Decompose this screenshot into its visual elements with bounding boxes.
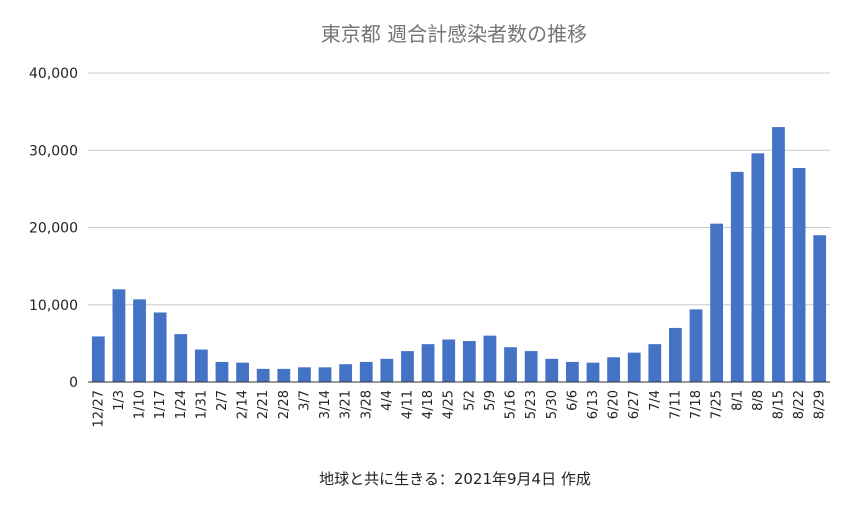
x-tick-label: 8/29 xyxy=(813,390,828,419)
bar xyxy=(751,153,765,382)
bar xyxy=(442,339,456,382)
bar xyxy=(483,335,497,382)
y-tick-label: 40,000 xyxy=(29,66,78,82)
bar xyxy=(462,341,476,382)
y-axis-ticks: 0 10,000 20,000 30,000 40,000 xyxy=(29,66,78,391)
bar xyxy=(607,357,620,382)
x-tick-label: 2/7 xyxy=(215,390,230,411)
bar xyxy=(627,352,641,382)
bar xyxy=(689,309,703,382)
bar xyxy=(91,336,105,382)
x-tick-label: 6/20 xyxy=(607,390,622,419)
bar xyxy=(772,127,785,382)
x-tick-label: 3/14 xyxy=(318,390,333,419)
bars xyxy=(91,127,827,382)
bar xyxy=(112,289,126,382)
bar xyxy=(586,362,600,382)
bar xyxy=(813,235,827,382)
bar xyxy=(215,361,229,382)
bar xyxy=(380,358,394,382)
x-tick-label: 1/24 xyxy=(174,390,189,419)
x-tick-label: 8/1 xyxy=(730,390,745,411)
bar xyxy=(545,358,559,382)
x-axis-ticks: 12/27 1/3 1/10 1/17 1/24 1/31 2/7 2/14 2/21 2/28 3… xyxy=(91,390,827,427)
x-tick-label: 3/21 xyxy=(339,390,354,419)
x-tick-label: 6/6 xyxy=(565,390,580,411)
x-tick-label: 6/13 xyxy=(586,390,601,419)
x-tick-label: 4/25 xyxy=(442,390,457,419)
bar xyxy=(401,351,414,382)
bar xyxy=(133,299,146,382)
bar xyxy=(524,351,538,382)
y-tick-label: 0 xyxy=(69,375,78,391)
y-tick-label: 20,000 xyxy=(29,221,78,237)
x-tick-label: 1/31 xyxy=(194,390,209,419)
bar xyxy=(194,349,208,382)
x-tick-label: 5/30 xyxy=(545,390,560,419)
y-tick-label: 10,000 xyxy=(29,298,78,314)
gridlines xyxy=(88,72,830,306)
x-tick-label: 12/27 xyxy=(91,390,106,427)
bar xyxy=(256,368,270,382)
x-tick-label: 2/28 xyxy=(277,390,292,419)
x-tick-label: 6/27 xyxy=(627,390,642,419)
bar xyxy=(298,367,311,382)
bar xyxy=(421,344,435,382)
x-tick-label: 7/18 xyxy=(689,390,704,419)
bar xyxy=(792,168,806,382)
x-tick-label: 8/8 xyxy=(751,390,766,411)
x-tick-label: 3/28 xyxy=(359,390,374,419)
x-tick-label: 7/4 xyxy=(648,390,663,411)
bar xyxy=(277,368,291,382)
x-tick-label: 2/21 xyxy=(256,390,271,419)
bar xyxy=(648,344,662,382)
bar xyxy=(359,361,373,382)
bar xyxy=(730,171,744,382)
bar xyxy=(504,347,517,382)
chart-title: 東京都 週合計感染者数の推移 xyxy=(321,22,587,46)
x-tick-label: 5/16 xyxy=(504,390,519,419)
x-tick-label: 2/14 xyxy=(236,390,251,419)
x-tick-label: 4/11 xyxy=(400,390,415,419)
x-tick-label: 7/11 xyxy=(668,390,683,419)
bar xyxy=(710,223,724,382)
bar xyxy=(669,327,682,382)
x-tick-label: 4/18 xyxy=(421,390,436,419)
bar xyxy=(339,364,353,382)
bar xyxy=(565,361,579,382)
x-tick-label: 8/22 xyxy=(792,390,807,419)
x-tick-label: 7/25 xyxy=(710,390,725,419)
bar xyxy=(174,334,188,382)
x-tick-label: 4/4 xyxy=(380,390,395,411)
x-tick-label: 1/17 xyxy=(153,390,168,419)
x-tick-label: 8/15 xyxy=(771,390,786,419)
bar xyxy=(153,312,167,382)
x-tick-label: 5/2 xyxy=(462,390,477,411)
bar xyxy=(236,362,249,382)
x-tick-label: 3/7 xyxy=(297,390,312,411)
y-tick-label: 30,000 xyxy=(29,143,78,159)
x-axis-label: 地球と共に生きる：2021年9月4日 作成 xyxy=(319,470,591,488)
x-tick-label: 5/23 xyxy=(524,390,539,419)
bar xyxy=(318,367,332,382)
x-tick-label: 5/9 xyxy=(483,390,498,411)
x-tick-label: 1/10 xyxy=(133,390,148,419)
x-tick-label: 1/3 xyxy=(112,390,127,411)
